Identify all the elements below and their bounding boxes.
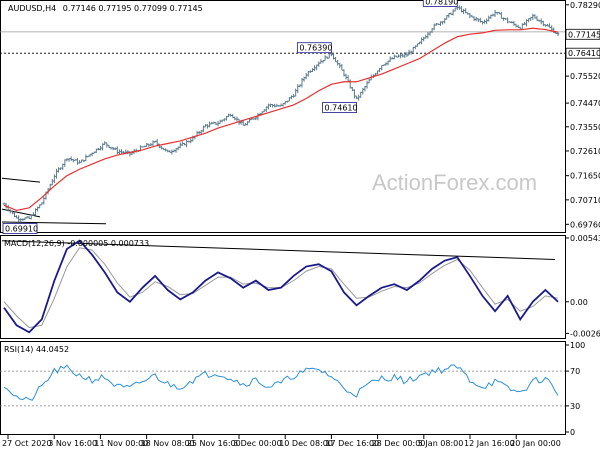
x-tick-label: 12 Jan 16:00 <box>464 439 515 448</box>
moving-average-line <box>3 27 559 212</box>
price-annotation-box <box>296 42 332 54</box>
macd-y-tick-label: 0.005433 <box>570 234 600 243</box>
rsi-title: RSI(14) 44.0452 <box>4 345 69 354</box>
rsi-y-tick-label: 30 <box>570 402 580 411</box>
x-tick-label: 20 Jan 00:00 <box>510 439 561 448</box>
macd-trend-line <box>1 240 556 260</box>
bottom-line <box>1 221 107 225</box>
price-annotation-box <box>422 0 458 7</box>
trend-line-upper <box>1 177 41 183</box>
macd-line <box>3 239 559 334</box>
macd-title: MACD(12,26,9) -0.000005 0.000733 <box>4 239 149 248</box>
x-tick-label: 10 Dec 08:00 <box>279 439 333 448</box>
macd-y-tick-label: 0.00 <box>570 298 588 307</box>
watermark: ActionForex.com <box>372 170 537 195</box>
rsi-line <box>3 364 559 401</box>
price-panel-frame <box>0 0 566 233</box>
x-tick-label: 3 Dec 00:00 <box>233 439 282 448</box>
x-tick-label: 25 Nov 16:00 <box>187 439 241 448</box>
price-layer: 0.78190 0.76390 0.74610 0.69910 <box>0 0 565 234</box>
price-annotation-label: 0.74610 <box>325 104 358 113</box>
support-level-badge <box>565 47 600 59</box>
price-annotation-box <box>322 102 357 113</box>
current-price-label: 0.77145 <box>568 30 600 39</box>
macd-y-tick-label: -0.002694 <box>570 329 600 338</box>
x-tick-label: 3 Nov 16:00 <box>48 439 97 448</box>
price-y-tick-label: 0.75520 <box>570 72 600 81</box>
price-title: AUDUSD,H4 0.77146 0.77195 0.77099 0.7714… <box>8 4 203 13</box>
rsi-y-tick-label: 0 <box>570 428 575 437</box>
price-annotation-label: 0.78190 <box>425 0 458 6</box>
macd-layer <box>1 239 559 334</box>
rsi-y-tick-label: 100 <box>570 341 585 350</box>
x-tick-label: 18 Nov 08:00 <box>141 439 195 448</box>
current-price-badge <box>565 28 600 40</box>
x-tick-label: 11 Nov 00:00 <box>94 439 148 448</box>
support-level-label: 0.76410 <box>568 49 600 58</box>
price-y-tick-label: 0.71650 <box>570 172 600 181</box>
rsi-panel-frame <box>0 341 566 435</box>
price-y-tick-label: 0.74470 <box>570 99 600 108</box>
price-annotation-label: 0.76390 <box>299 44 332 53</box>
price-y-tick-label: 0.73550 <box>570 123 600 132</box>
price-annotation-box <box>2 223 38 234</box>
x-tick-label: 28 Dec 00:00 <box>372 439 426 448</box>
price-y-tick-label: 0.69760 <box>570 220 600 229</box>
price-ohlc: 0.77146 0.77195 0.77099 0.77145 <box>63 4 203 13</box>
rsi-layer <box>0 364 565 407</box>
macd-panel-frame <box>0 235 566 339</box>
x-tick-label: 27 Oct 2020 <box>2 439 51 448</box>
x-tick-label: 17 Dec 16:00 <box>325 439 379 448</box>
price-annotation-label: 0.69910 <box>5 224 38 233</box>
price-y-tick-label: 0.70710 <box>570 196 600 205</box>
price-y-tick-label: 0.72610 <box>570 147 600 156</box>
x-tick-label: 5 Jan 08:00 <box>418 439 464 448</box>
rsi-y-tick-label: 70 <box>570 367 580 376</box>
price-symbol: AUDUSD,H4 <box>8 4 56 13</box>
price-y-tick-label: 0.78290 <box>570 1 600 10</box>
